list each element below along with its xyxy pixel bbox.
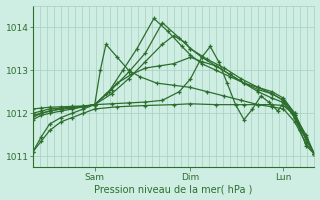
- X-axis label: Pression niveau de la mer( hPa ): Pression niveau de la mer( hPa ): [94, 184, 253, 194]
